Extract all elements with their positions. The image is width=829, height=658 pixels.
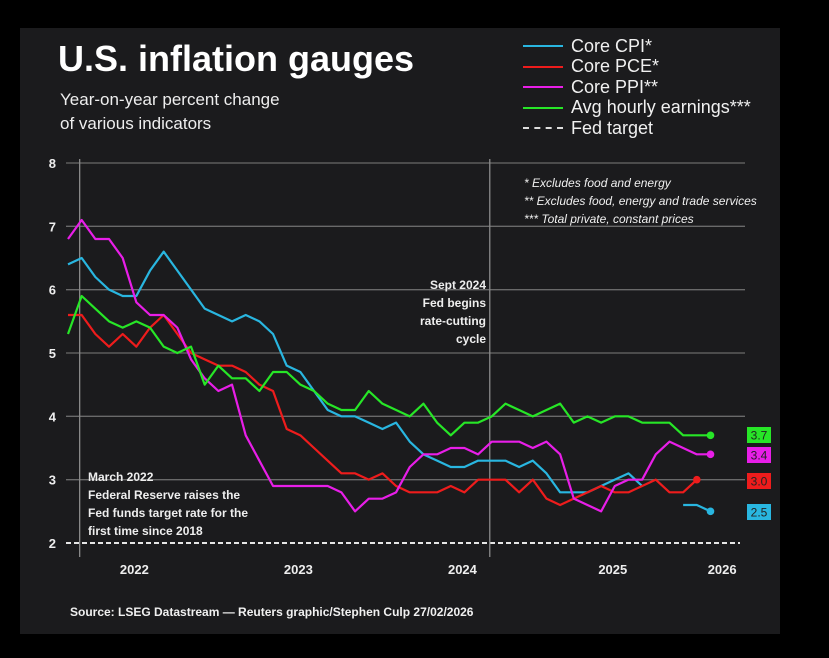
annotation-sept-2024: Sept 2024 (430, 278, 486, 292)
legend-label: Core PPI** (571, 76, 659, 97)
latest-value-label: 3.0 (751, 475, 768, 489)
latest-value-badge (747, 473, 771, 489)
legend-swatch (523, 65, 563, 68)
annotation-march-2022: Federal Reserve raises the (88, 488, 240, 502)
legend-item-core-ppi: Core PPI** (523, 77, 751, 98)
legend-item-avg-hourly-earnings: Avg hourly earnings*** (523, 97, 751, 119)
legend-swatch (523, 86, 563, 89)
annotation-march-2022: March 2022 (88, 470, 154, 484)
y-tick-label: 3 (49, 473, 56, 488)
latest-value-label: 3.7 (751, 429, 768, 443)
latest-value-badge (747, 427, 771, 443)
x-tick-label: 2023 (284, 562, 313, 577)
legend-item-fed-target: Fed target (523, 118, 751, 139)
annotation-sept-2024: rate-cutting (420, 314, 486, 328)
y-tick-label: 6 (49, 283, 56, 298)
y-tick-label: 5 (49, 346, 56, 361)
chart-subtitle-line1: Year-on-year percent change (60, 90, 280, 109)
y-tick-label: 7 (49, 219, 56, 234)
series-end-dot-core-pce (693, 475, 701, 484)
legend-swatch (523, 45, 563, 48)
y-tick-label: 8 (49, 156, 56, 171)
annotation-sept-2024: cycle (456, 332, 486, 346)
footnote-2: ** Excludes food, energy and trade servi… (524, 194, 757, 208)
annotation-march-2022: Fed funds target rate for the (88, 506, 248, 520)
series-line-core-cpi (67, 250, 643, 494)
series-line-core-cpi (683, 503, 711, 513)
x-tick-label: 2024 (448, 562, 478, 577)
footnote-3: *** Total private, constant prices (524, 212, 694, 226)
legend-label: Avg hourly earnings*** (571, 97, 751, 118)
y-tick-label: 2 (49, 536, 56, 551)
x-tick-label: 2025 (598, 562, 627, 577)
legend-label: Core PCE* (571, 56, 660, 77)
legend-swatch-dashed (523, 127, 563, 130)
chart-title: U.S. inflation gauges (58, 38, 415, 79)
latest-value-badge (747, 504, 771, 520)
legend-item-core-pce: Core PCE* (523, 56, 751, 78)
series-line-core-pce (68, 313, 698, 507)
latest-value-label: 2.5 (751, 506, 768, 520)
y-tick-label: 4 (49, 409, 57, 424)
annotation-sept-2024: Fed begins (423, 296, 487, 310)
legend-swatch (523, 106, 563, 109)
series-end-dot-core-cpi (706, 507, 715, 516)
series-end-dot-core-ppi (706, 450, 715, 459)
legend: Core CPI* Core PCE* Core PPI** Avg hourl… (523, 36, 751, 139)
source-credit: Source: LSEG Datastream — Reuters graphi… (70, 605, 474, 619)
series-line-core-ppi (67, 218, 711, 513)
series-line-avg-hourly-earnings (66, 294, 711, 437)
series-end-dot-avg-hourly-earnings (706, 431, 715, 440)
x-tick-label: 2022 (120, 562, 149, 577)
x-tick-label: 2026 (708, 562, 737, 577)
latest-value-label: 3.4 (751, 449, 768, 463)
annotation-march-2022: first time since 2018 (88, 524, 203, 538)
latest-value-badge (747, 447, 771, 463)
legend-label: Fed target (571, 117, 654, 138)
footnote-1: * Excludes food and energy (524, 176, 671, 190)
chart-subtitle-line2: of various indicators (60, 114, 212, 133)
legend-item-core-cpi: Core CPI* (523, 36, 751, 57)
legend-label: Core CPI* (571, 35, 653, 56)
